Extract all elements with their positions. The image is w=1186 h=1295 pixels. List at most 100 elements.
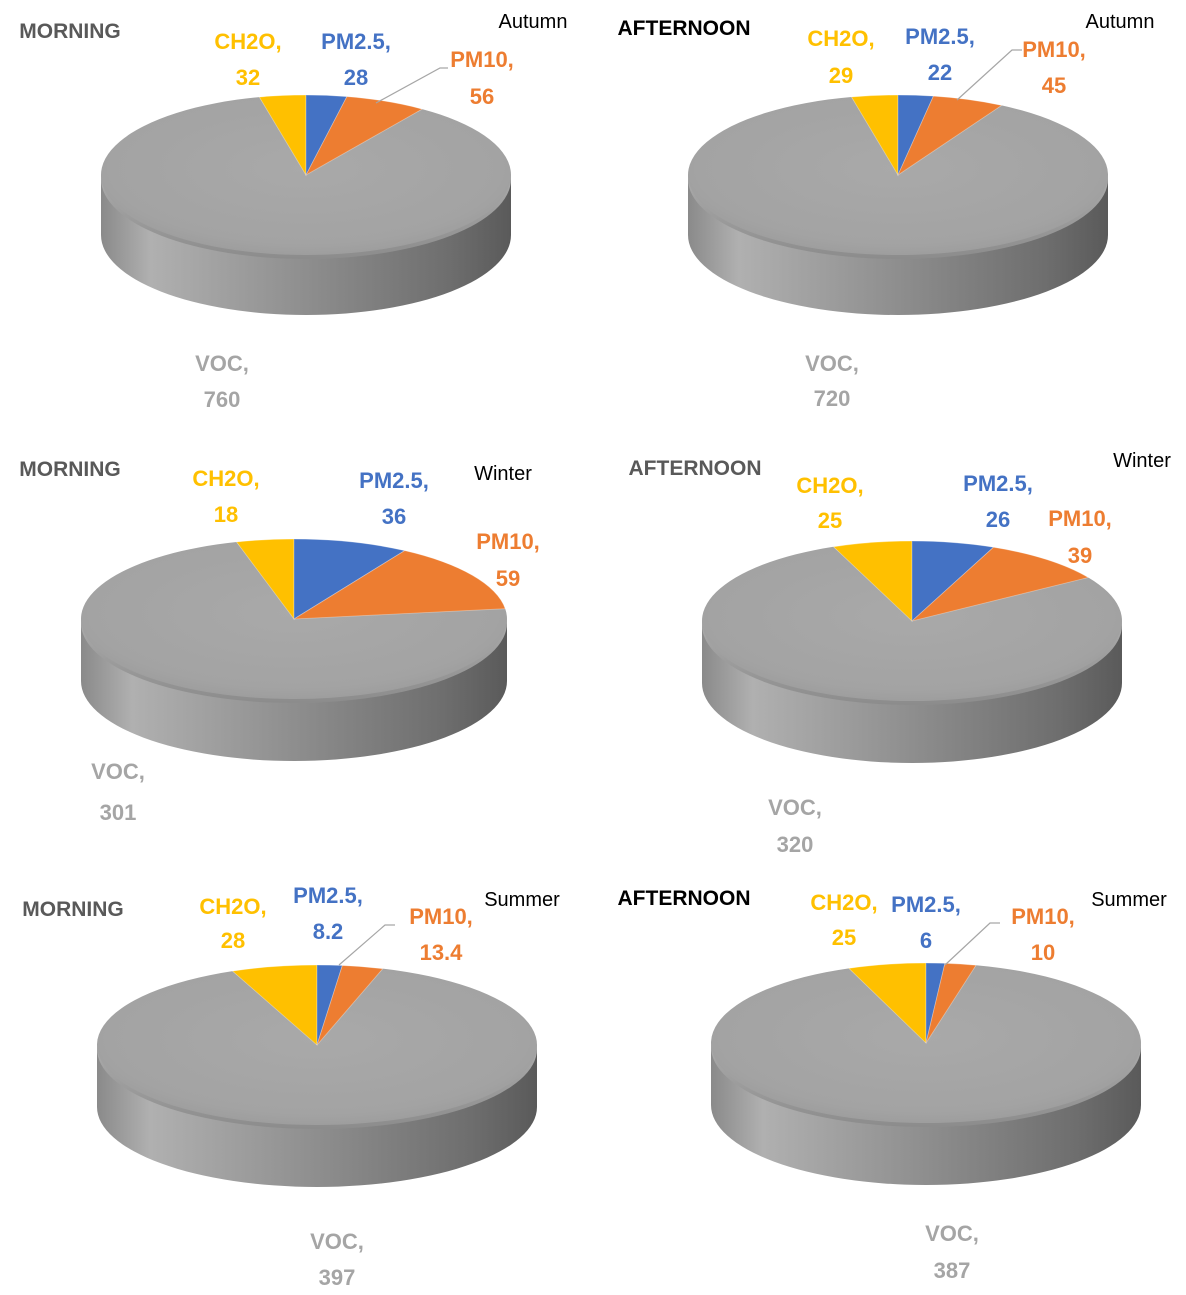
pie-side xyxy=(97,1045,537,1187)
data-label-value-voc: 301 xyxy=(100,800,137,825)
season-label: Summer xyxy=(1091,889,1167,911)
pie-slice-voc xyxy=(710,965,1141,1124)
pie-slice-voc xyxy=(687,96,1108,255)
data-label-value-pm25: 22 xyxy=(928,60,952,85)
data-label-value-ch2o: 32 xyxy=(236,65,260,90)
pie-side xyxy=(101,175,511,315)
season-label: Winter xyxy=(474,463,532,485)
data-label-name-voc: VOC, xyxy=(768,795,822,820)
pie-slice-ch2o xyxy=(832,540,913,622)
data-label-name-pm10: PM10, xyxy=(476,529,540,554)
data-label-name-ch2o: CH2O, xyxy=(214,29,281,54)
pie-slice-ch2o xyxy=(235,538,295,621)
season-label: Autumn xyxy=(499,11,568,33)
pie-slice-voc xyxy=(96,968,537,1125)
pie-slice-pm10 xyxy=(305,96,424,177)
data-label-value-ch2o: 29 xyxy=(829,63,853,88)
pie-chart-morning-winter: VOC, 301 CH2O, 18 PM2.5, 36 PM10, 59 MORNING Wint… xyxy=(19,458,540,825)
pie-chart-afternoon-autumn: VOC, 720 CH2O, 29 PM2.5, 22 PM10, 45 AFTERNOON Au… xyxy=(618,11,1155,411)
pie-slice-pm25 xyxy=(897,94,935,176)
data-label-name-ch2o: CH2O, xyxy=(796,473,863,498)
pie-slice-pm25 xyxy=(305,94,348,176)
pie-slice-ch2o xyxy=(847,962,927,1044)
data-label-value-pm25: 26 xyxy=(986,507,1010,532)
data-label-name-pm10: PM10, xyxy=(409,904,473,929)
data-label-value-pm10: 13.4 xyxy=(420,940,464,965)
data-label-value-voc: 720 xyxy=(814,386,851,411)
pie-slice-pm25 xyxy=(911,540,995,622)
pie-slice-pm10 xyxy=(897,95,1003,177)
pie-chart-morning-summer: VOC, 397 CH2O, 28 PM2.5, 8.2 PM10, 13.4 MORNING S… xyxy=(22,883,560,1290)
data-label-name-pm25: PM2.5, xyxy=(359,468,429,493)
pie-slice-pm10 xyxy=(911,546,1090,622)
data-label-name-ch2o: CH2O, xyxy=(192,466,259,491)
data-label-value-pm10: 45 xyxy=(1042,73,1066,98)
pie-slice-pm10 xyxy=(925,962,977,1044)
period-label: AFTERNOON xyxy=(618,887,751,910)
pie-slice-ch2o xyxy=(258,94,307,177)
data-label-value-pm25: 28 xyxy=(344,65,368,90)
data-label-name-ch2o: CH2O, xyxy=(807,26,874,51)
data-label-name-pm10: PM10, xyxy=(450,47,514,72)
leader-line-pm10 xyxy=(956,49,1022,101)
data-label-name-ch2o: CH2O, xyxy=(199,894,266,919)
pie-slice-pm25 xyxy=(316,964,343,1046)
data-label-value-ch2o: 25 xyxy=(832,925,856,950)
data-label-value-pm10: 56 xyxy=(470,84,494,109)
period-label: AFTERNOON xyxy=(618,17,751,40)
data-label-value-pm10: 39 xyxy=(1068,543,1092,568)
pie-chart-morning-autumn: VOC, 760 CH2O, 32 PM2.5, 28 PM10, 56 MORNING Autu… xyxy=(19,11,567,412)
data-label-value-voc: 397 xyxy=(319,1265,356,1290)
pie-slice-pm10 xyxy=(316,965,384,1046)
leader-line-pm10 xyxy=(375,67,448,104)
pie-slice-pm10 xyxy=(293,550,506,620)
pie-chart-afternoon-winter: VOC, 320 CH2O, 25 PM2.5, 26 PM10, 39 AFTERNOON Wi… xyxy=(629,450,1172,857)
data-label-name-pm10: PM10, xyxy=(1022,37,1086,62)
season-label: Autumn xyxy=(1086,11,1155,33)
pie-slice-voc xyxy=(702,546,1122,701)
period-label: MORNING xyxy=(22,898,124,921)
pie-side xyxy=(702,621,1122,763)
pie-slice-pm25 xyxy=(293,538,406,620)
pie-slice-ch2o xyxy=(850,94,899,177)
pie-side xyxy=(688,175,1108,315)
pie-chart-afternoon-summer: VOC, 387 CH2O, 25 PM2.5, 6 PM10, 10 AFTERNOON Sum… xyxy=(618,887,1168,1283)
pie-side xyxy=(81,619,507,761)
pie-slice-voc xyxy=(81,541,508,699)
data-label-value-voc: 320 xyxy=(777,832,814,857)
data-label-name-pm25: PM2.5, xyxy=(891,892,961,917)
data-label-name-pm25: PM2.5, xyxy=(963,471,1033,496)
leader-line-pm10 xyxy=(944,922,1000,966)
data-label-name-pm10: PM10, xyxy=(1048,506,1112,531)
data-label-name-voc: VOC, xyxy=(310,1229,364,1254)
leader-line-pm10 xyxy=(338,924,395,966)
data-label-value-pm10: 10 xyxy=(1031,940,1055,965)
data-label-name-ch2o: CH2O, xyxy=(810,890,877,915)
data-label-value-voc: 387 xyxy=(934,1258,971,1283)
data-label-name-pm25: PM2.5, xyxy=(321,29,391,54)
data-label-name-pm25: PM2.5, xyxy=(905,24,975,49)
season-label: Winter xyxy=(1113,450,1171,472)
period-label: AFTERNOON xyxy=(629,457,762,480)
data-label-value-voc: 760 xyxy=(204,387,241,412)
data-label-name-voc: VOC, xyxy=(91,759,145,784)
season-label: Summer xyxy=(484,889,560,911)
period-label: MORNING xyxy=(19,458,121,481)
data-label-value-pm25: 8.2 xyxy=(313,919,344,944)
data-label-name-voc: VOC, xyxy=(805,351,859,376)
data-label-value-pm25: 6 xyxy=(920,928,932,953)
data-label-value-ch2o: 28 xyxy=(221,928,245,953)
pie-slice-pm25 xyxy=(925,962,946,1044)
pie-slice-ch2o xyxy=(231,964,318,1046)
pie-slice-voc xyxy=(101,97,511,255)
data-label-name-voc: VOC, xyxy=(925,1221,979,1246)
data-label-value-ch2o: 18 xyxy=(214,502,238,527)
data-label-name-pm25: PM2.5, xyxy=(293,883,363,908)
data-label-value-pm10: 59 xyxy=(496,566,520,591)
data-label-name-voc: VOC, xyxy=(195,351,249,376)
pie-side xyxy=(711,1043,1141,1185)
period-label: MORNING xyxy=(19,20,121,43)
data-label-name-pm10: PM10, xyxy=(1011,904,1075,929)
data-label-value-pm25: 36 xyxy=(382,504,406,529)
